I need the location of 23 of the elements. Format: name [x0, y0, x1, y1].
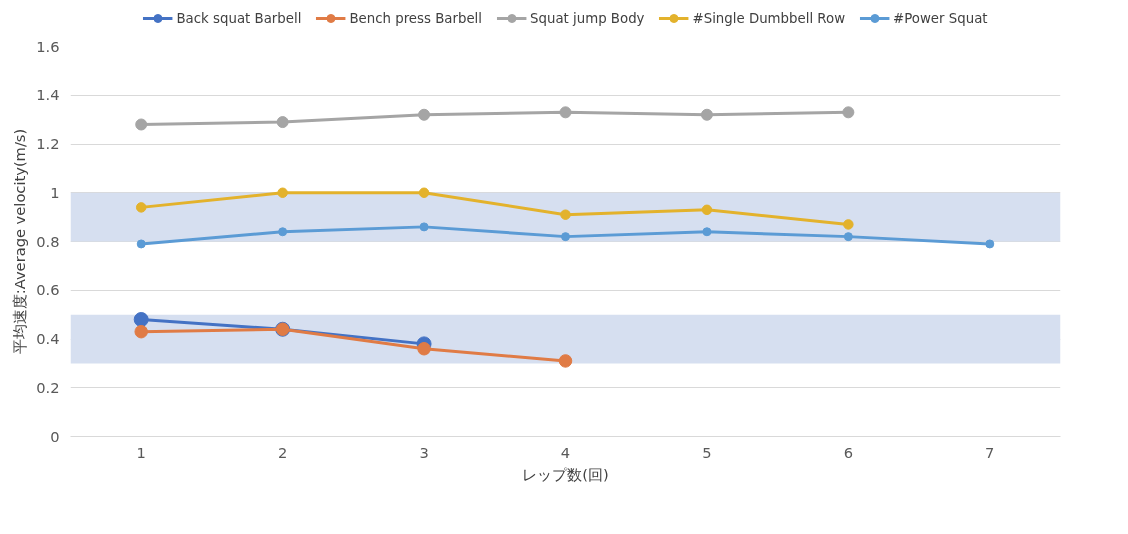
x-tick-label: 4: [560, 443, 571, 461]
legend-label: #Single Dumbbell Row: [692, 10, 846, 26]
y-tick-label: 1.6: [36, 37, 60, 55]
y-tick-label: 1: [50, 183, 60, 201]
legend-label: Bench press Barbell: [349, 10, 483, 26]
x-tick-label: 1: [136, 443, 146, 461]
y-axis-title: 平均速度:Average velocity(m/s): [11, 128, 29, 355]
y-tick-label: 0.2: [36, 378, 60, 396]
x-tick-label: 3: [419, 443, 429, 461]
y-tick-label: 0: [50, 427, 60, 445]
y-tick-label: 1.4: [36, 86, 60, 104]
legend-label: Squat jump Body: [530, 10, 645, 26]
x-tick-label: 7: [985, 443, 995, 461]
x-tick-label: 5: [702, 443, 712, 461]
y-tick-label: 1.2: [36, 135, 60, 152]
legend-label: Back squat Barbell: [176, 10, 302, 26]
y-tick-label: 0.6: [36, 281, 60, 299]
y-tick-label: 0.4: [36, 330, 60, 347]
y-tick-label: 0.8: [36, 232, 60, 250]
x-axis-title: レップ数(回): [522, 465, 609, 483]
x-tick-label: 2: [277, 443, 288, 461]
x-tick-label: 6: [843, 443, 854, 461]
legend-label: #Power Squat: [893, 10, 988, 26]
